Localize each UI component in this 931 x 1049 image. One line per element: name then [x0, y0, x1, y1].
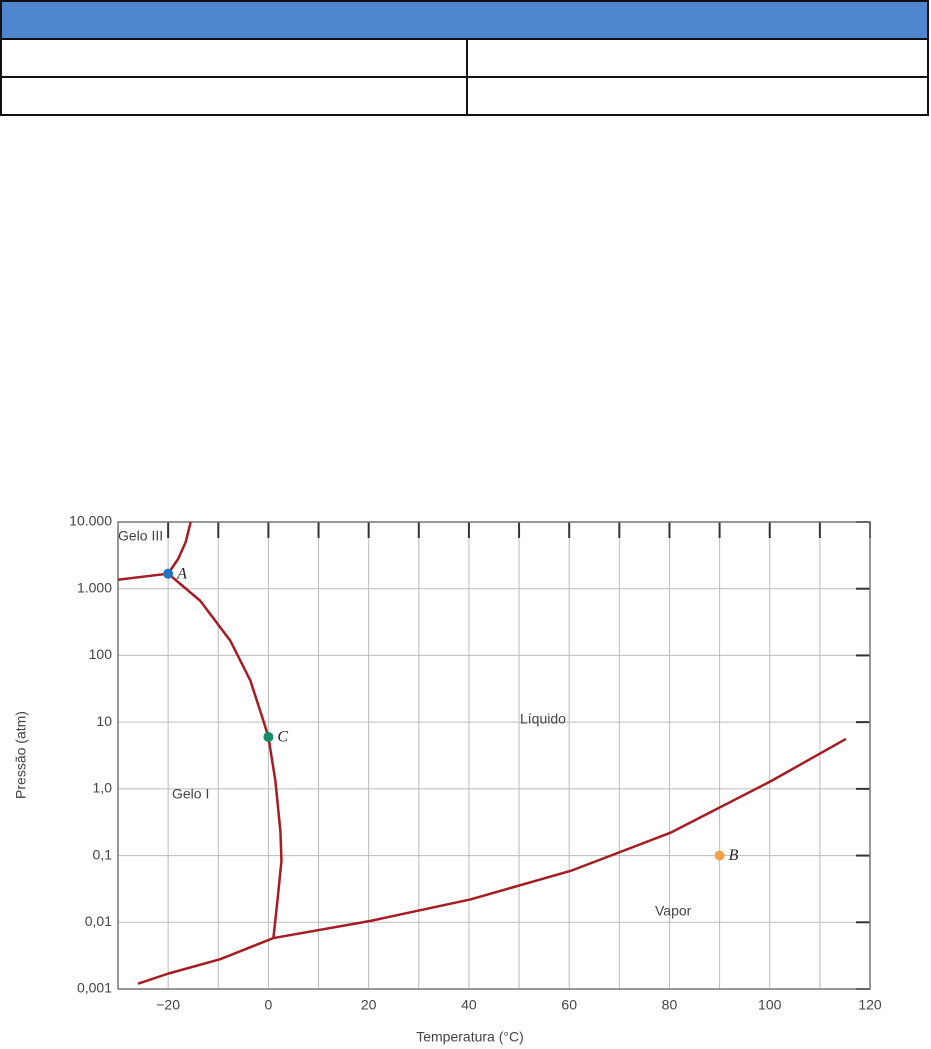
x-tick-label: 80	[662, 997, 678, 1013]
table-header	[0, 0, 929, 40]
y-tick-label: 10.000	[69, 513, 112, 529]
phase-boundary	[137, 936, 274, 985]
plot-frame	[117, 521, 871, 990]
phase-boundary	[273, 737, 847, 940]
y-tick-label: 0,001	[77, 980, 112, 996]
phase-boundary	[167, 521, 192, 575]
table-cell	[0, 38, 468, 78]
y-tick-label: 1,0	[93, 780, 113, 796]
y-tick-label: 1.000	[77, 579, 112, 595]
point-label: A	[176, 565, 187, 582]
x-tick-label: 100	[758, 997, 782, 1013]
x-tick-label: 120	[858, 997, 882, 1013]
region-label: Gelo I	[172, 786, 209, 802]
region-label: Gelo III	[118, 528, 163, 544]
region-label: Líquido	[520, 711, 566, 727]
y-tick-label: 10	[96, 713, 112, 729]
y-tick-label: 0,1	[93, 846, 113, 862]
point-label: B	[729, 847, 739, 864]
region-label: Vapor	[655, 903, 692, 919]
state-point	[263, 731, 274, 742]
point-label: C	[277, 729, 288, 746]
x-tick-label: 60	[561, 997, 577, 1013]
y-tick-label: 100	[89, 646, 113, 662]
empty-table	[0, 0, 929, 116]
table-cell	[466, 38, 929, 78]
x-tick-label: 20	[361, 997, 377, 1013]
table-cell	[466, 76, 929, 116]
x-tick-label: −20	[156, 997, 180, 1013]
phase-boundary	[117, 572, 169, 581]
state-point	[163, 568, 174, 579]
y-axis-title: Pressão (atm)	[13, 711, 29, 799]
table-cell	[0, 76, 468, 116]
state-point	[714, 850, 725, 861]
x-tick-label: 0	[265, 997, 273, 1013]
plot-area	[118, 522, 870, 989]
y-tick-label: 0,01	[85, 913, 112, 929]
x-tick-label: 40	[461, 997, 477, 1013]
x-axis-title: Temperatura (°C)	[416, 1029, 524, 1045]
